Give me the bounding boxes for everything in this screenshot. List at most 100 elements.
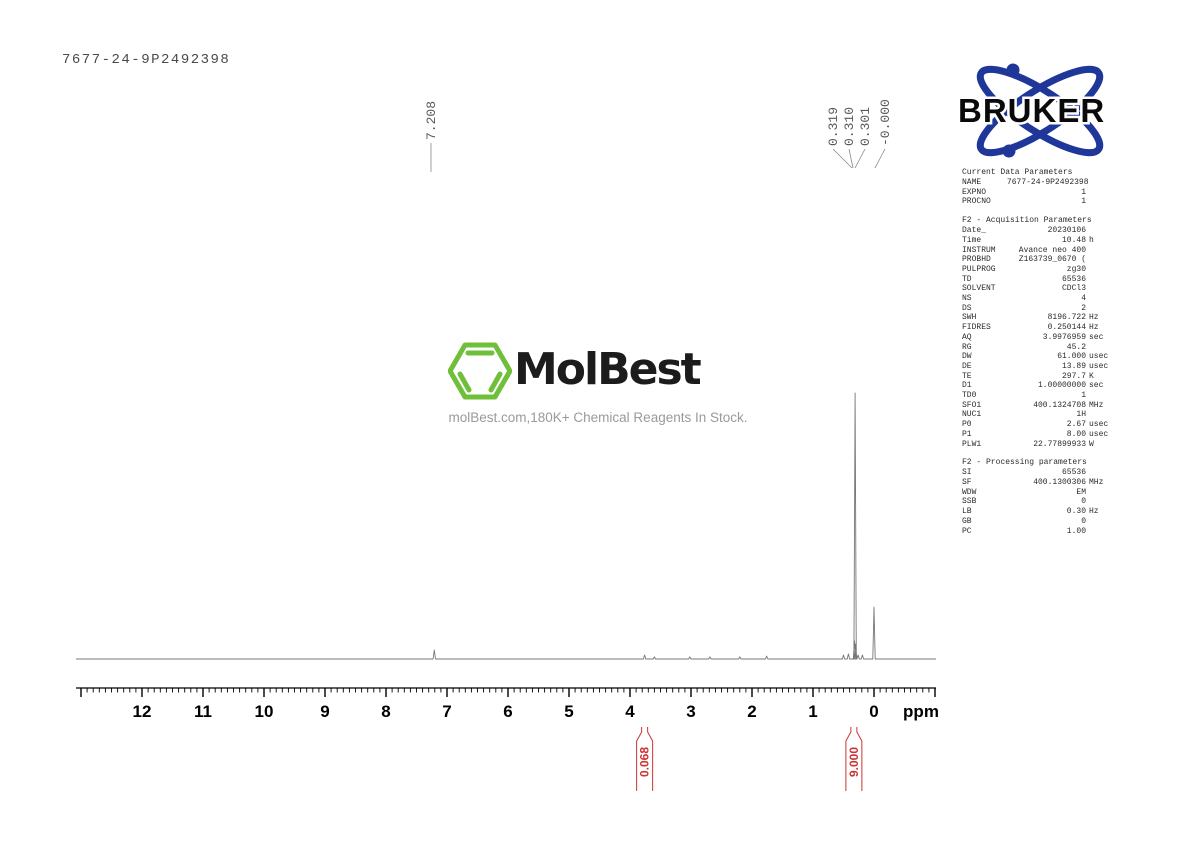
param-section-title: F2 - Processing parameters [962,458,1087,468]
param-name: D1 [962,381,972,391]
peak-label: -0.000 [878,99,893,146]
param-name: FIDRES [962,323,991,333]
peak-label: 7.208 [424,101,439,140]
param-value: 8196.722 [1047,313,1086,323]
param-unit: Hz [1089,323,1099,333]
param-name: P1 [962,429,972,439]
x-axis-tick-label: 10 [255,702,274,721]
param-unit: sec [1089,332,1104,342]
param-row: PC 1.00 [962,527,1114,537]
param-name: SWH [962,313,977,323]
x-axis-tick-label: 7 [442,702,451,721]
param-value: 7677-24-9P2492398 [1006,178,1089,187]
param-value: Avance neo 400 [1018,245,1086,255]
param-row: PROBHD Z163739_0670 ( [962,255,1114,265]
bruker-orbit-dot-bottom [1002,144,1016,158]
param-value: Z163739_0670 ( [1018,255,1086,265]
param-row: SSB 0 [962,497,1114,507]
param-value: 2 [1081,303,1086,313]
spectrum-trace [76,392,936,660]
peak-label: 0.319 [826,107,841,146]
param-value: 1 [1081,187,1086,197]
param-name: DS [962,303,972,313]
param-unit: usec [1089,361,1109,371]
molbest-tagline: molBest.com,180K+ Chemical Reagents In S… [448,410,748,425]
param-value: 20230106 [1047,226,1086,236]
param-value: 45.2 [1066,342,1086,352]
parameters-panel: Current Data Parameters NAME 7677-24-9P249… [962,168,1114,545]
param-row: D1 1.00000000 sec [962,381,1114,391]
param-value: 3.9976959 [1042,332,1086,342]
param-value: 400.1300306 [1033,477,1086,487]
param-row: GB 0 [962,517,1114,527]
peak-label: 0.310 [842,107,857,146]
param-name: WDW [962,487,977,497]
param-value: 297.7 [1061,371,1086,381]
param-row: NUC1 1H [962,410,1114,420]
molbest-hexagon-icon [448,342,512,400]
param-name: PROBHD [962,255,991,265]
x-axis-unit-label: ppm [903,702,939,721]
x-axis-tick-label: 9 [320,702,329,721]
peak-label-line [854,148,866,169]
param-value: 1 [1081,197,1086,207]
param-name: SF [962,477,972,487]
param-row: Date_ 20230106 [962,226,1114,236]
param-name: TE [962,371,972,381]
param-row: PROCNO 1 [962,197,1114,207]
param-name: SSB [962,497,977,507]
param-row: SF 400.1300306 MHz [962,478,1114,488]
param-row: TD0 1 [962,391,1114,401]
param-name: EXPNO [962,187,987,197]
param-value: 8.00 [1066,429,1086,439]
x-axis-tick-label: 5 [564,702,573,721]
param-name: SOLVENT [962,284,996,294]
bruker-wordmark: BRUKER [958,92,1105,129]
x-axis-tick-label: 11 [194,702,212,721]
param-value: CDCl3 [1061,284,1086,294]
param-section: F2 - Acquisition Parameters Date_ 20230106… [962,216,1114,449]
param-row: SI 65536 [962,468,1114,478]
param-value: 0.30 [1066,507,1086,517]
x-axis-tick-label: 12 [133,702,152,721]
param-name: RG [962,342,972,352]
integral-bracket [636,727,643,791]
param-value: 10.48 [1061,235,1086,245]
param-unit: usec [1089,420,1109,430]
x-axis-tick-label: 1 [808,702,817,721]
param-row: RG 45.2 [962,343,1114,353]
param-section-title: Current Data Parameters [962,168,1073,177]
param-row: NAME 7677-24-9P2492398 [962,178,1114,188]
param-row: PLW1 22.77899933 W [962,440,1114,450]
x-axis-tick-label: 8 [381,702,390,721]
param-name: DE [962,361,972,371]
peak-label-line [848,148,854,169]
param-name: AQ [962,332,972,342]
integral-bracket [647,727,654,791]
param-name: TD [962,274,972,284]
param-value: 1.00 [1066,526,1086,536]
peak-label-line [832,148,853,169]
molbest-wordmark: MolBest [514,344,702,395]
param-unit: W [1089,439,1094,449]
param-value: 13.89 [1061,361,1086,371]
param-value: 2.67 [1066,420,1086,430]
param-value: zg30 [1066,264,1086,274]
param-value: 400.1324708 [1033,400,1086,410]
param-name: PLW1 [962,439,982,449]
x-axis-tick-label: 3 [686,702,695,721]
bruker-orbit-dot-top [1006,63,1020,77]
param-unit: K [1089,371,1094,381]
param-row: DW 61.000 usec [962,352,1114,362]
param-row: PULPROG zg30 [962,265,1114,275]
param-unit: h [1089,235,1094,245]
param-name: GB [962,516,972,526]
x-axis-tick-label: 4 [625,702,635,721]
param-name: INSTRUM [962,245,996,255]
param-row: TD 65536 [962,275,1114,285]
param-unit: Hz [1089,313,1099,323]
bruker-logo: BRUKER [956,63,1107,158]
param-value: 61.000 [1057,352,1086,362]
param-row: FIDRES 0.250144 Hz [962,323,1114,333]
